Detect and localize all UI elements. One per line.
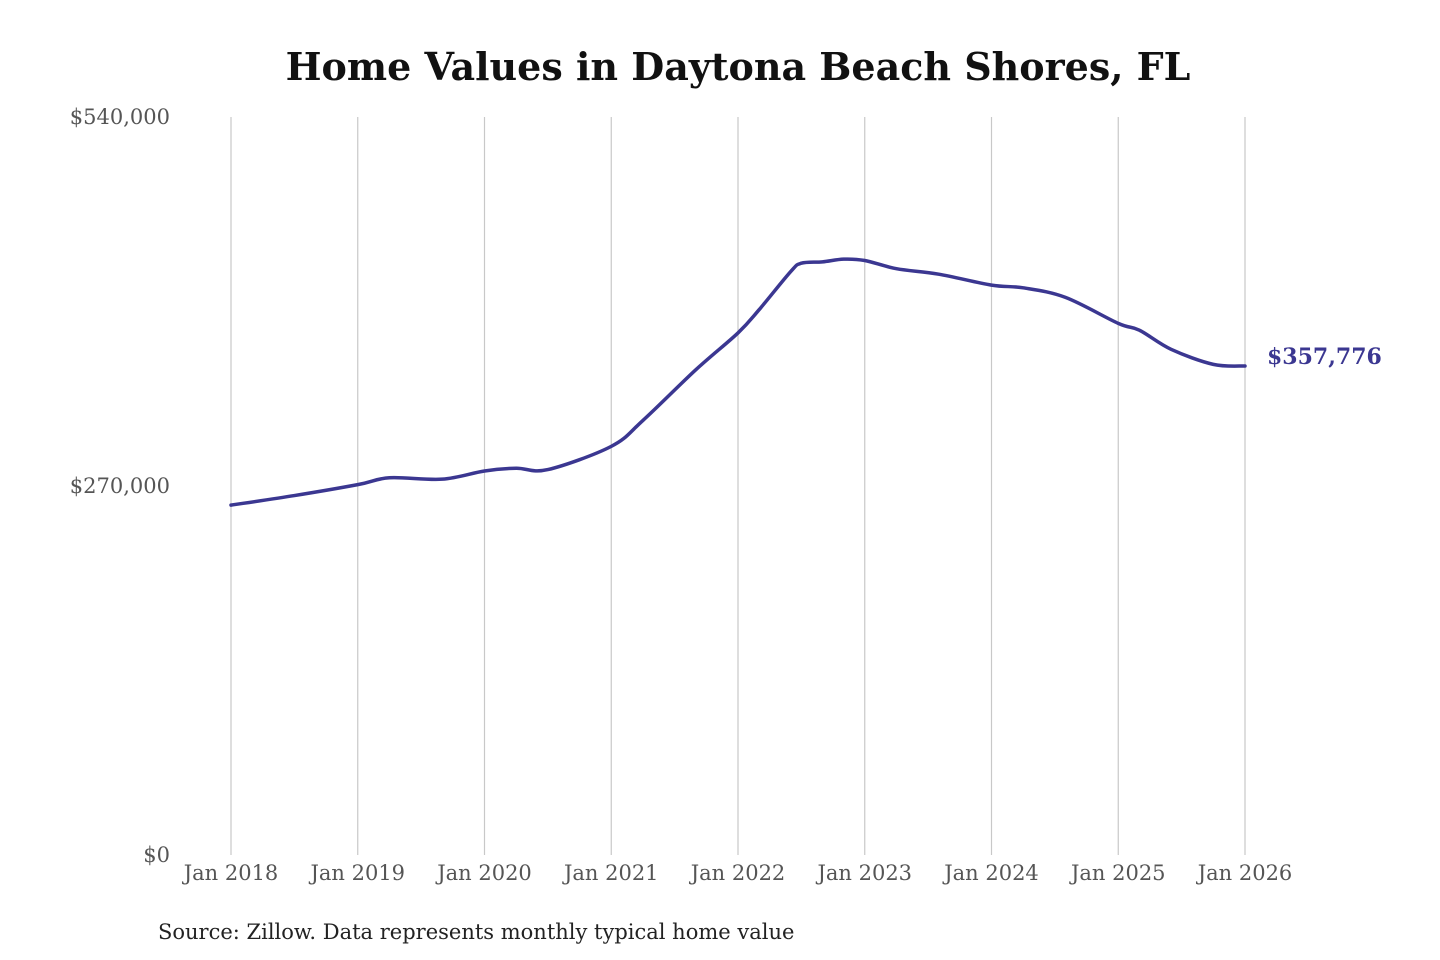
x-tick-label: Jan 2022 xyxy=(689,861,786,885)
gridlines xyxy=(230,117,1246,855)
x-axis: Jan 2018 Jan 2019 Jan 2020 Jan 2021 Jan 2022… xyxy=(182,861,1293,885)
y-tick-label: $0 xyxy=(143,843,170,867)
x-tick-label: Jan 2023 xyxy=(815,861,912,885)
y-tick-label: $540,000 xyxy=(70,105,170,129)
x-tick-label: Jan 2021 xyxy=(562,861,659,885)
source-note: Source: Zillow. Data represents monthly … xyxy=(158,920,794,944)
x-tick-label: Jan 2024 xyxy=(942,861,1039,885)
x-tick-label: Jan 2025 xyxy=(1069,861,1166,885)
x-tick-label: Jan 2019 xyxy=(308,861,405,885)
y-axis: $0 $270,000 $540,000 xyxy=(70,105,170,867)
series-line xyxy=(229,257,1247,507)
x-tick-label: Jan 2026 xyxy=(1196,861,1293,885)
y-tick-label: $270,000 xyxy=(70,474,170,498)
chart-title: Home Values in Daytona Beach Shores, FL xyxy=(286,44,1191,89)
end-value-label: $357,776 xyxy=(1267,344,1382,370)
x-tick-label: Jan 2018 xyxy=(182,861,279,885)
x-tick-label: Jan 2020 xyxy=(435,861,532,885)
